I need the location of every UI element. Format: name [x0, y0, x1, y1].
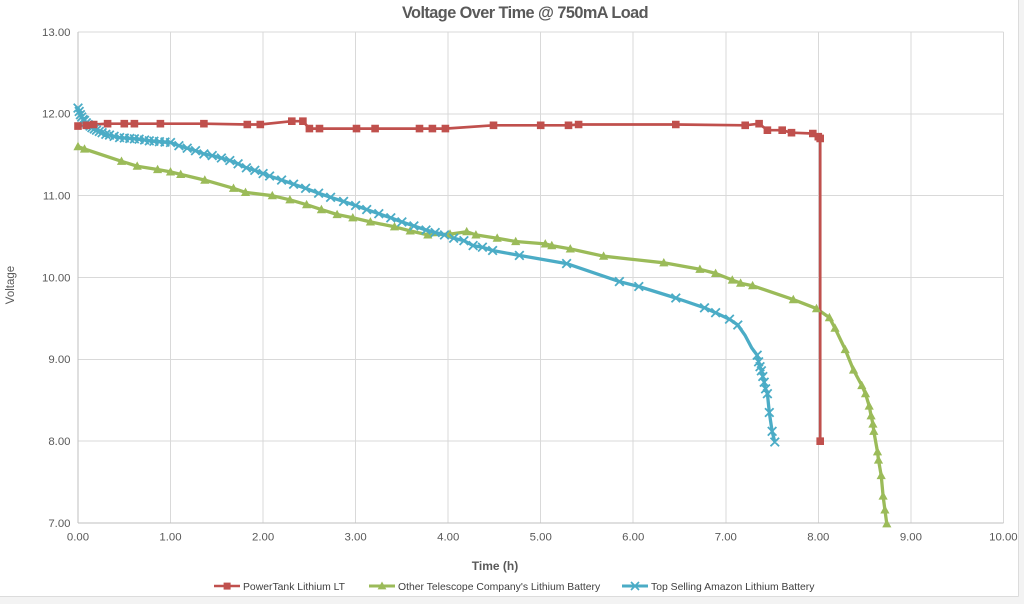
svg-text:Voltage Over Time @ 750mA Load: Voltage Over Time @ 750mA Load	[402, 4, 648, 22]
svg-text:Top Selling Amazon Lithium Bat: Top Selling Amazon Lithium Battery	[651, 582, 815, 593]
svg-text:10.00: 10.00	[42, 272, 71, 284]
svg-text:7.00: 7.00	[715, 532, 737, 544]
svg-text:9.00: 9.00	[48, 354, 70, 366]
svg-text:12.00: 12.00	[42, 109, 71, 121]
svg-text:Time (h): Time (h)	[472, 559, 518, 573]
svg-text:8.00: 8.00	[807, 532, 829, 544]
svg-text:10.00: 10.00	[989, 532, 1018, 544]
svg-text:13.00: 13.00	[42, 27, 71, 39]
svg-text:3.00: 3.00	[345, 532, 367, 544]
svg-text:2.00: 2.00	[252, 532, 274, 544]
svg-text:0.00: 0.00	[67, 532, 89, 544]
svg-text:6.00: 6.00	[622, 532, 644, 544]
svg-text:5.00: 5.00	[530, 532, 552, 544]
svg-text:1.00: 1.00	[159, 532, 181, 544]
svg-text:7.00: 7.00	[48, 518, 70, 530]
svg-text:PowerTank Lithium LT: PowerTank Lithium LT	[243, 582, 346, 593]
svg-text:8.00: 8.00	[48, 436, 70, 448]
svg-text:Voltage: Voltage	[5, 266, 17, 304]
svg-text:11.00: 11.00	[43, 191, 71, 203]
svg-text:Other Telescope Company's Lith: Other Telescope Company's Lithium Batter…	[398, 582, 601, 593]
svg-text:4.00: 4.00	[437, 532, 459, 544]
svg-text:9.00: 9.00	[900, 532, 922, 544]
